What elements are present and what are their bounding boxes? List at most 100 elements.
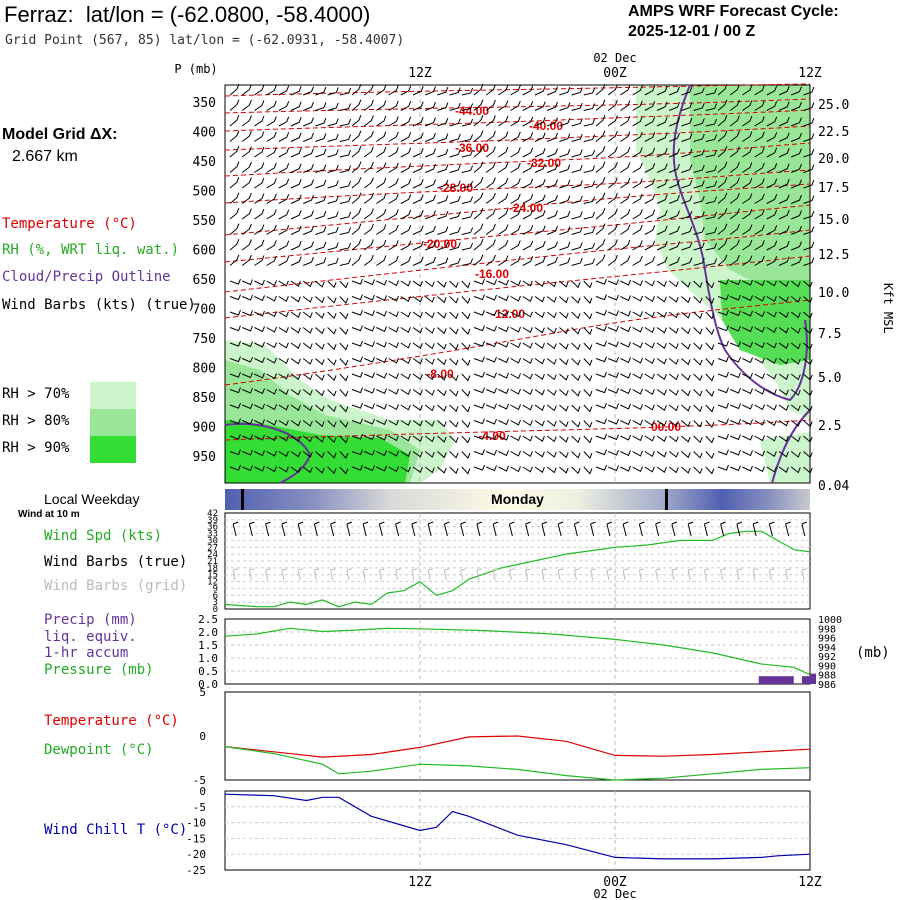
wind-barb [266,326,277,333]
weekday-bar: Monday [225,489,810,510]
wind-barb [315,466,325,474]
wind-barb [559,179,571,189]
wind-barb [376,465,387,472]
wind-tick-label: 15 [207,571,218,581]
wind-barb [473,239,484,251]
wind-barb [681,342,691,350]
wind-barb [681,435,691,443]
wind-barb [571,226,583,235]
height-tick-label: 20.0 [818,152,849,167]
wind-barb [754,311,765,318]
wind-barb [681,296,691,304]
wind-barb [278,256,290,266]
surface-wind-barb [395,521,401,537]
wind-barb [376,388,387,395]
wind-barb [485,130,496,142]
wind-barb [303,148,314,158]
wind-barb [608,403,619,410]
wind-barb [620,255,631,266]
surface-wind-barb [232,521,239,537]
wind-barb [449,87,461,96]
wind-barb [339,342,349,351]
wind-barb [803,226,815,235]
wind-barb [437,195,449,204]
wind-chill-line [224,793,811,860]
wind-barb [656,179,668,189]
wind-barb [376,450,387,457]
wind-barb [522,311,533,318]
wind-barb [742,208,753,220]
wind-barb [595,278,607,285]
wind-barb [778,132,790,142]
wind-barb [510,178,521,189]
wind-barb [693,180,705,189]
wind-barb [412,435,423,442]
wind-barb [412,225,424,235]
grid-wind-barb [395,568,401,581]
wind-barb [717,371,729,378]
wind-barb [717,177,728,189]
wind-barb [473,449,485,456]
wind-barb [498,388,509,395]
wind-barb [595,294,607,301]
wind-barb [241,223,252,235]
wind-barb [254,100,265,111]
wind-barb [473,208,484,220]
wind-barb [559,451,569,459]
wind-barb [400,101,412,111]
wind-barb-field [229,84,815,475]
wind-barb [583,451,593,460]
wind-barb [681,164,693,173]
wind-barb [339,466,349,475]
precip-tick-label: 0.5 [198,665,218,678]
wind-barb [278,101,290,111]
wind-barb [717,130,728,142]
wind-barb [437,280,447,288]
wind-barb [620,162,631,173]
wind-barb [620,177,631,189]
grid-wind-barb [411,568,417,581]
wind-barb [424,435,435,443]
wind-barb [486,294,497,301]
wind-barb [461,227,474,235]
wind-barb [266,404,277,411]
wind-barb [229,464,241,471]
label-wind-barbs-true: Wind Barbs (true) [44,554,188,570]
wind-tick-label: 9 [213,584,218,594]
wind-barb [412,179,424,189]
wind-barb [803,195,815,204]
wind-barb [473,130,484,142]
wind-barb [388,342,399,349]
wind-barb [742,372,753,379]
wind-barb [376,372,387,379]
wind-barb [729,146,740,158]
wind-barb [461,389,471,398]
wind-barb [315,311,325,319]
wind-barb [681,451,691,459]
wind-barb [388,209,399,220]
wind-barb [534,86,546,96]
wind-barb [510,193,521,204]
wind-barb [400,327,411,334]
wind-barb [485,115,496,127]
wind-barb [778,101,790,111]
wind-barb [302,466,313,474]
wind-barb [254,193,265,204]
wind-barb [583,296,593,305]
wind-barb [644,358,655,365]
wind-barb [534,101,546,111]
grid-wind-barb [443,568,450,581]
wind-barb [449,180,461,189]
wind-barb [608,325,619,332]
wind-barb [315,226,327,235]
wind-barb [608,279,619,286]
wind-barb [388,280,399,287]
wind-barb [449,280,459,289]
wind-barb [303,117,314,127]
wind-barb [241,99,252,111]
wind-barb [400,163,412,173]
pressure-axis-title: P (mb) [174,62,217,76]
wind-barb [717,325,729,332]
wind-barb [717,84,728,96]
wind-barb [632,404,643,411]
